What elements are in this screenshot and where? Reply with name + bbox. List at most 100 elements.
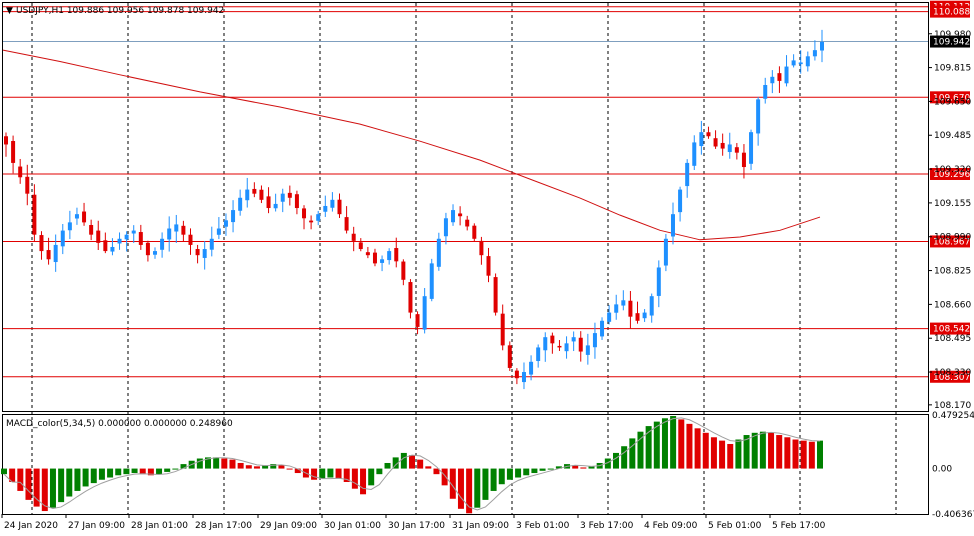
candle-body xyxy=(777,73,782,81)
macd-bar xyxy=(653,421,660,469)
macd-bar xyxy=(645,426,652,469)
macd-bar xyxy=(237,462,244,469)
macd-bar xyxy=(115,468,122,476)
macd-bar xyxy=(466,468,473,514)
macd-header: MACD_color(5,34,5) 0.000000 0.000000 0.2… xyxy=(6,419,233,429)
macd-bar xyxy=(286,468,293,470)
macd-bar xyxy=(759,431,766,469)
candle-body xyxy=(557,345,562,348)
macd-bar xyxy=(409,455,415,469)
candle-body xyxy=(812,50,817,57)
horizontal-levels[interactable] xyxy=(3,6,928,378)
candle-body xyxy=(110,246,115,252)
macd-bar xyxy=(539,468,546,471)
candle-body xyxy=(74,214,79,219)
candle-body xyxy=(174,224,179,232)
macd-bar xyxy=(719,440,726,469)
candle-body xyxy=(280,193,285,202)
time-label: 27 Jan 09:00 xyxy=(68,521,125,531)
candle-body xyxy=(181,225,186,235)
candle-body xyxy=(46,250,51,260)
macd-bar xyxy=(661,418,668,469)
macd-bar xyxy=(776,435,783,469)
macd-bar xyxy=(425,466,432,469)
macd-bar xyxy=(123,468,130,475)
candle-body xyxy=(380,259,385,263)
macd-bar xyxy=(58,468,65,503)
level-tag-bg xyxy=(930,235,970,248)
dropdown-icon[interactable]: ▼ xyxy=(6,6,13,16)
macd-bar xyxy=(360,468,367,495)
macd-bar xyxy=(515,468,522,478)
candle-body xyxy=(749,132,754,164)
candle-body xyxy=(167,228,172,240)
candle-body xyxy=(529,361,534,375)
candle-body xyxy=(294,194,299,209)
bid-tag-label: 109.942 xyxy=(933,38,970,48)
macd-bar xyxy=(33,468,40,507)
candle-body xyxy=(103,240,108,252)
macd-bar xyxy=(392,457,399,469)
candle-body xyxy=(231,210,236,223)
macd-bar xyxy=(808,441,815,469)
macd-bar xyxy=(107,468,114,478)
macd-bar xyxy=(351,468,358,489)
level-tag-bg xyxy=(930,167,970,180)
candle-body xyxy=(131,230,136,234)
bid-tag-bg xyxy=(930,35,970,48)
macd-bar xyxy=(270,464,277,469)
candle-body xyxy=(756,99,761,134)
macd-bar xyxy=(343,468,350,482)
candle-body xyxy=(720,142,725,149)
time-label: 24 Jan 2020 xyxy=(4,521,58,531)
candle-body xyxy=(458,213,463,217)
candle-body xyxy=(309,220,314,223)
candle-body xyxy=(635,313,640,321)
candle-body xyxy=(67,222,72,231)
candle-body xyxy=(117,238,122,244)
candle-body xyxy=(443,218,448,237)
macd-bar xyxy=(604,458,611,469)
macd-bar xyxy=(523,468,530,476)
candle-body xyxy=(39,235,44,252)
macd-bar xyxy=(531,468,538,474)
candle-body xyxy=(699,132,704,147)
macd-bar xyxy=(139,468,146,475)
macd-bar xyxy=(621,446,628,469)
candle-body xyxy=(124,234,129,240)
time-label: 5 Feb 17:00 xyxy=(772,521,826,531)
level-tag-label: 108.967 xyxy=(933,237,970,247)
macd-bar xyxy=(457,468,464,509)
candle-body xyxy=(18,166,23,178)
macd-bar xyxy=(670,416,677,469)
candle-body xyxy=(507,345,512,368)
candle-body xyxy=(216,228,221,235)
candle-body xyxy=(302,208,307,219)
candle-body xyxy=(316,214,321,221)
price-label: 108.495 xyxy=(934,334,971,344)
candle-body xyxy=(578,337,583,352)
candle-body xyxy=(465,219,470,227)
level-tag-label: 108.307 xyxy=(933,373,970,383)
candle-body xyxy=(493,277,498,313)
macd-bar xyxy=(547,468,554,470)
price-label: 108.825 xyxy=(934,267,971,277)
candle-body xyxy=(337,199,342,215)
macd-bar xyxy=(482,468,489,500)
macd-bar xyxy=(98,468,105,480)
candle-body xyxy=(770,76,775,84)
time-label: 30 Jan 17:00 xyxy=(388,521,445,531)
price-label: 109.815 xyxy=(934,64,971,74)
price-tags: 110.112110.088109.670109.296108.967108.5… xyxy=(930,0,970,383)
candle-body xyxy=(607,312,612,322)
macd-bar xyxy=(694,428,701,469)
level-tag-bg xyxy=(930,370,970,383)
main-chart-frame xyxy=(2,2,929,412)
candle-body xyxy=(763,85,768,99)
macd-bar xyxy=(221,458,228,469)
candle-body xyxy=(202,249,207,258)
candle-body xyxy=(323,205,328,212)
macd-bar xyxy=(156,468,163,475)
time-label: 28 Jan 17:00 xyxy=(195,521,252,531)
